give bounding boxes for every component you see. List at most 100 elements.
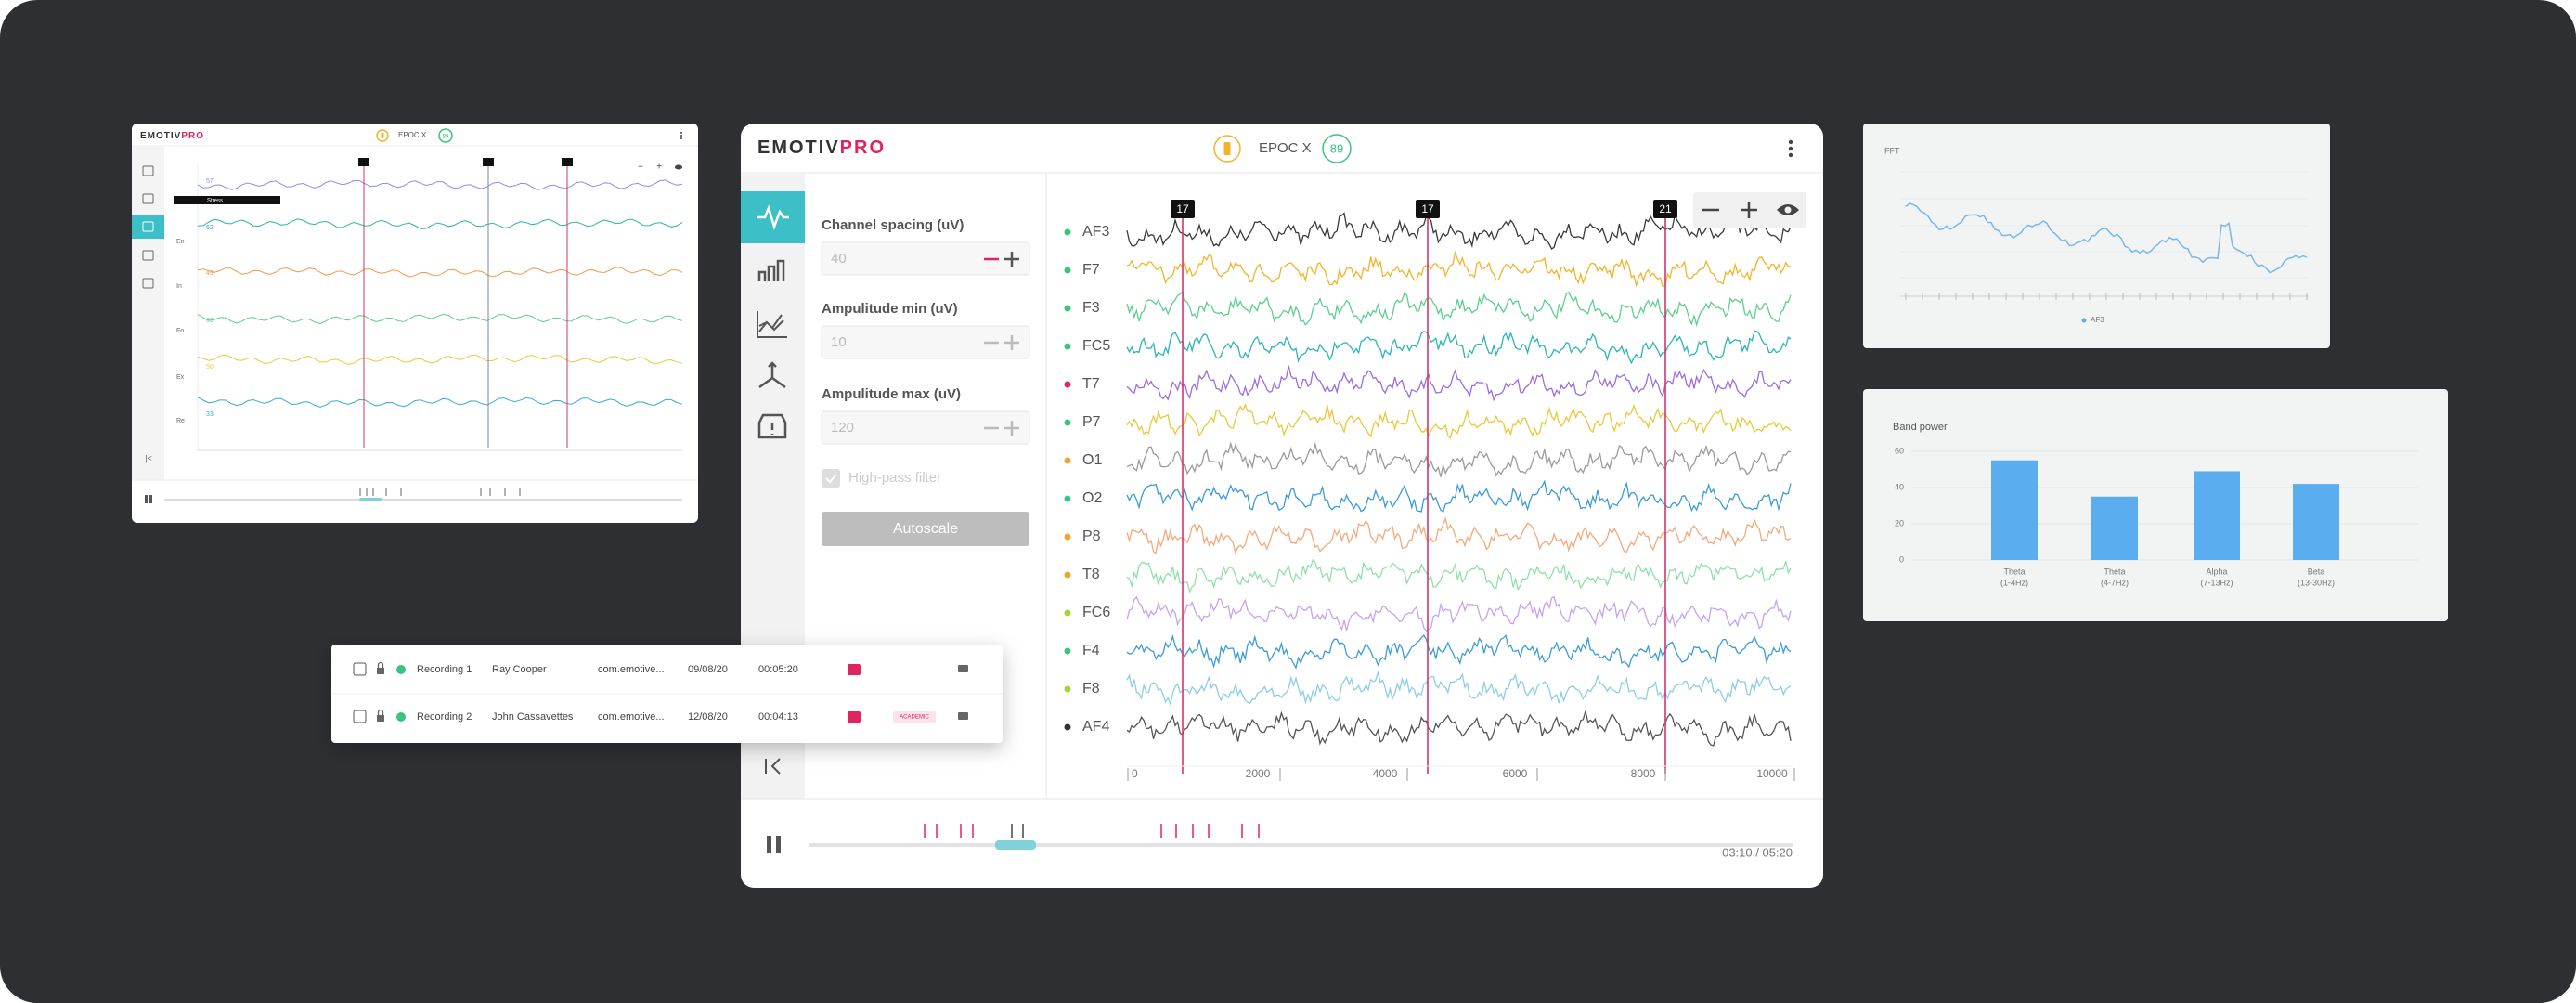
metric-value: 49 — [206, 270, 214, 277]
recording-subject: John Cassavettes — [492, 711, 574, 723]
marker-flag — [1171, 200, 1195, 218]
fft-panel: FFT AF3 — [1863, 124, 2330, 348]
channel-dot — [1064, 419, 1071, 426]
pause-bar[interactable] — [767, 836, 771, 853]
panel-title: FFT — [1884, 146, 1900, 155]
marker-label: 17 — [1421, 202, 1434, 215]
menu-dot — [1788, 152, 1793, 158]
channel-name: P7 — [1082, 414, 1101, 430]
y-tick-label: 60 — [1895, 446, 1904, 455]
logo-accent: PRO — [181, 131, 204, 141]
pause-bar[interactable] — [145, 495, 148, 503]
tag-bg — [174, 196, 280, 204]
zoom-button[interactable]: − — [638, 163, 643, 173]
tag-bg — [893, 711, 936, 723]
sidebar-icon[interactable] — [142, 250, 154, 261]
category-name: Beta — [2308, 567, 2325, 576]
pause-bar[interactable] — [149, 495, 152, 503]
badge — [848, 711, 861, 723]
row-checkbox[interactable] — [353, 710, 367, 723]
channel-name: AF3 — [1082, 224, 1109, 240]
setting-input[interactable] — [821, 325, 1030, 359]
sidebar-icon[interactable] — [142, 278, 154, 289]
waveform — [1126, 441, 1792, 477]
comment-icon[interactable] — [958, 665, 968, 672]
channel-dot — [1064, 457, 1071, 464]
logo-text: EMOTIV — [757, 137, 840, 158]
timeline-thumb[interactable] — [995, 840, 1036, 850]
window-bg — [132, 124, 698, 523]
icon-signal[interactable] — [757, 204, 789, 230]
tag: ACADEMIC — [900, 715, 929, 721]
waveform — [1126, 633, 1792, 670]
lock-icon — [377, 715, 384, 722]
cloud-icon — [396, 665, 406, 674]
channel-name: FC6 — [1082, 605, 1110, 620]
row-label: Ex — [176, 374, 185, 381]
logo-text: EMOTIV — [140, 131, 181, 141]
logo: EMOTIVPRO — [140, 131, 204, 141]
x-tick-label: 8000 — [1631, 767, 1656, 780]
marker-label: 17 — [1176, 202, 1189, 215]
autoscale-label: Autoscale — [893, 521, 958, 537]
category-name: Alpha — [2206, 567, 2227, 576]
device-name: EPOC X — [398, 131, 427, 139]
plus-button[interactable] — [1004, 335, 1019, 350]
channel-dot — [1064, 305, 1071, 312]
checkbox[interactable] — [822, 469, 840, 488]
plus-button[interactable] — [1004, 421, 1019, 436]
eye-button[interactable] — [675, 164, 682, 170]
recording-app: com.emotive... — [598, 711, 665, 723]
zoom-in[interactable] — [1741, 202, 1757, 218]
sidebar-icon[interactable] — [142, 193, 154, 204]
window-bg — [741, 124, 1823, 888]
icon-collapse[interactable] — [765, 758, 781, 775]
recording-subject: Ray Cooper — [492, 664, 547, 675]
x-tick-label: 0 — [1132, 767, 1138, 780]
waveform — [197, 313, 683, 325]
sidebar-active — [132, 215, 164, 239]
zoom-button[interactable]: + — [656, 163, 662, 173]
menu-dot — [680, 132, 682, 134]
marker-flag — [1653, 200, 1677, 218]
menu-dot — [680, 135, 682, 137]
legend-dot — [2081, 318, 2087, 323]
channel-dot — [1064, 609, 1071, 617]
sidebar-active — [741, 191, 805, 243]
icon-box[interactable] — [757, 413, 787, 439]
plus-button[interactable] — [1004, 252, 1019, 267]
mini-window: EMOTIVPRO EPOC X 89|<576249695033EnInFoExR… — [132, 124, 698, 523]
icon-axes[interactable] — [758, 361, 786, 389]
channel-name: AF4 — [1082, 719, 1109, 735]
comment-icon[interactable] — [958, 712, 968, 720]
setting-input[interactable] — [821, 410, 1030, 445]
autoscale-button[interactable] — [822, 512, 1029, 546]
x-tick-label: 10000 — [1756, 767, 1788, 780]
recording-app: com.emotive... — [598, 664, 665, 675]
x-tick-label: 6000 — [1503, 767, 1528, 780]
icon-bars[interactable] — [757, 259, 785, 281]
icon-chart[interactable] — [757, 311, 787, 338]
row-checkbox[interactable] — [353, 662, 367, 676]
channel-name: FC5 — [1082, 338, 1110, 354]
badge — [848, 664, 861, 675]
channel-name: F3 — [1082, 300, 1100, 316]
sidebar-icon[interactable] — [142, 165, 154, 176]
category-range: (7-13Hz) — [2200, 578, 2233, 587]
channel-dot — [1064, 228, 1071, 236]
menu-dot — [1788, 146, 1793, 151]
pause-bar[interactable] — [776, 836, 781, 853]
fft-curve — [1905, 202, 2308, 274]
marker-flag — [358, 158, 369, 166]
logo-accent: PRO — [840, 137, 886, 158]
band-power-panel: Band power 0 20 40 60 Theta (1-4Hz) Theta (4-7Hz… — [1863, 389, 2448, 621]
time-label: 03:10 / 05:20 — [1722, 845, 1793, 859]
recording-duration: 00:04:13 — [758, 711, 798, 723]
setting-input[interactable] — [821, 241, 1030, 276]
category-name: Theta — [2104, 567, 2125, 576]
checkmark — [825, 474, 837, 484]
setting-value: 40 — [831, 251, 847, 267]
sidebar-icon[interactable] — [142, 221, 154, 232]
channel-name: F8 — [1082, 681, 1100, 697]
bar — [2194, 471, 2240, 560]
